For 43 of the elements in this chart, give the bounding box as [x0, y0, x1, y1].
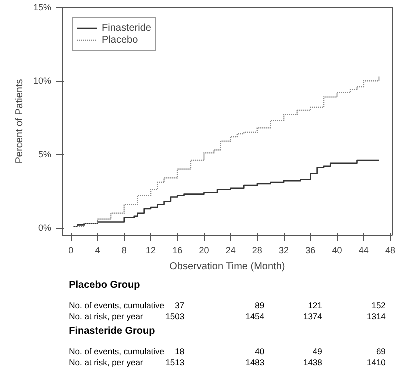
- legend-label: Placebo: [102, 34, 138, 46]
- y-tick-label: 10%: [33, 76, 52, 86]
- text: 69: [376, 346, 386, 356]
- text: No. of events, cumulative: [69, 300, 165, 310]
- text: Finasteride Group: [69, 326, 156, 337]
- text: 152: [372, 300, 386, 310]
- y-tick-label: 5%: [38, 150, 52, 160]
- y-tick-label: 15%: [33, 2, 52, 12]
- text: 37: [175, 300, 185, 310]
- text: 18: [175, 346, 185, 356]
- y-axis-title: Percent of Patients: [14, 79, 26, 164]
- x-tick-label: 24: [226, 246, 236, 256]
- text: 1503: [166, 312, 185, 322]
- text: Placebo Group: [69, 280, 140, 291]
- text: 1438: [303, 358, 323, 368]
- x-tick-label: 12: [146, 246, 156, 256]
- text: 1454: [246, 312, 265, 322]
- text: 1513: [166, 358, 185, 368]
- text: No. at risk, per year: [69, 358, 144, 368]
- text: 1410: [366, 358, 386, 368]
- x-tick-label: 36: [306, 246, 316, 256]
- x-tick-label: 8: [122, 246, 127, 256]
- x-axis-title: Observation Time (Month): [170, 262, 286, 272]
- text: 121: [308, 300, 323, 310]
- text: No. of events, cumulative: [69, 346, 165, 356]
- x-tick-label: 0: [68, 246, 74, 256]
- text: 1314: [366, 312, 386, 322]
- text: 89: [255, 300, 265, 310]
- text: 1483: [246, 358, 265, 368]
- x-tick-label: 16: [172, 246, 183, 256]
- text: 1374: [303, 312, 323, 322]
- y-tick-label: 0%: [38, 223, 52, 234]
- x-tick-label: 40: [332, 246, 342, 256]
- x-tick-label: 20: [199, 246, 210, 256]
- x-tick-label: 48: [386, 246, 396, 256]
- text: 40: [255, 346, 265, 356]
- x-tick-label: 32: [279, 246, 290, 256]
- text: 49: [312, 346, 323, 356]
- x-tick-label: 4: [95, 246, 100, 256]
- text: No. at risk, per year: [69, 312, 144, 322]
- x-tick-label: 28: [252, 246, 262, 256]
- x-tick-label: 44: [358, 246, 369, 256]
- legend-label: Finasteride: [102, 22, 152, 34]
